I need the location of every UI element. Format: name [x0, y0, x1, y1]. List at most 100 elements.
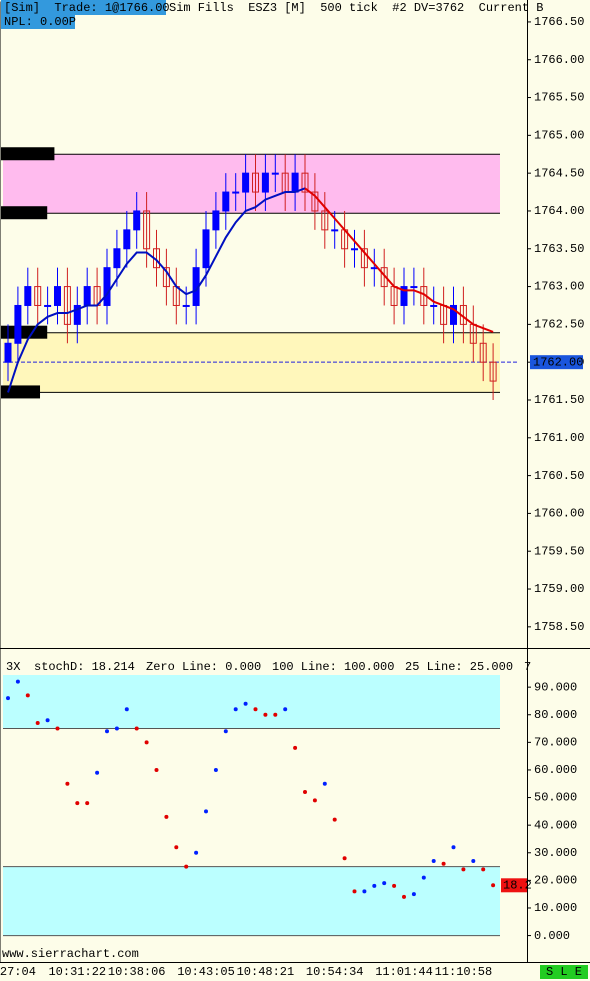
y-tick-label: 70.000: [534, 736, 577, 750]
candle-body: [360, 248, 368, 269]
candle-body: [222, 191, 230, 212]
y-tick-label: 1763.00: [534, 280, 584, 294]
stoch-dot: [95, 770, 100, 775]
y-tick-label: 1761.50: [534, 393, 584, 407]
stoch-dot: [204, 809, 208, 814]
header-info: Sim Fills ESZ3 [M] 500 tick #2 DV=3762 C…: [169, 1, 543, 15]
stoch-dot: [461, 867, 466, 872]
stoch-dot: [184, 864, 189, 869]
last-value-label: 18.2: [503, 878, 532, 892]
candle-body: [73, 304, 81, 325]
header-highlight: [1, 0, 166, 15]
candle-body: [479, 342, 487, 363]
stoch-dot: [124, 707, 129, 712]
level-label-bg: [1, 385, 41, 399]
candle-body: [331, 229, 339, 232]
stoch-dot: [194, 850, 199, 855]
x-tick-label: 10:38:06: [108, 965, 166, 979]
y-tick-label: 1762.50: [534, 318, 584, 332]
y-tick-label: 1766.00: [534, 53, 584, 67]
candle-body: [24, 286, 32, 306]
y-tick-label: 1760.00: [534, 507, 584, 521]
stoch-dot: [451, 845, 456, 850]
stoch-dot: [293, 745, 298, 750]
stoch-dot: [85, 801, 90, 806]
candle-body: [351, 248, 358, 251]
moving-average: [7, 187, 306, 393]
x-tick-label: 11:01:44: [375, 965, 433, 979]
candle-body: [14, 304, 22, 344]
y-tick-label: 0.000: [534, 929, 570, 943]
x-tick-label: 10:54:34: [306, 965, 364, 979]
stoch-dot: [402, 894, 406, 899]
candle-body: [4, 342, 12, 363]
status-box: [540, 965, 588, 979]
stoch-dot: [312, 798, 317, 803]
stoch-dot: [65, 781, 70, 786]
candle-body: [103, 267, 111, 306]
y-tick-label: 1760.50: [534, 469, 584, 483]
y-tick-label: 1764.50: [534, 166, 584, 180]
stoch-dot: [45, 718, 50, 723]
stoch-dot: [253, 707, 258, 712]
stoch-dot: [441, 861, 446, 866]
candle-body: [63, 286, 71, 325]
legend-entry: 3X: [6, 660, 20, 674]
x-tick-label: 11:10:58: [435, 965, 493, 979]
candle-body: [232, 191, 240, 194]
header-account: [Sim] Trade: 1@1766.00: [4, 1, 170, 15]
legend-entry: Zero Line: 0.000: [146, 660, 261, 674]
last-price-box: [530, 355, 583, 370]
candle-body: [54, 286, 61, 306]
y-tick-label: 20.000: [534, 874, 577, 888]
stoch-band: [3, 675, 500, 729]
level-label-bg: [1, 147, 55, 161]
y-tick-label: 1765.50: [534, 91, 584, 105]
y-tick-label: 30.000: [534, 846, 577, 860]
y-tick-label: 1763.50: [534, 242, 584, 256]
candle-body: [400, 286, 408, 306]
stoch-band: [3, 866, 500, 936]
stoch-dot: [114, 726, 119, 731]
level-label: 75.000: [2, 206, 45, 220]
candle-body: [143, 210, 151, 250]
stoch-dot: [6, 696, 10, 701]
candle-body: [242, 172, 250, 193]
y-tick-label: 80.000: [534, 708, 577, 722]
stoch-dot: [144, 740, 149, 745]
stoch-dot: [283, 707, 288, 712]
legend-entry: stochD: 18.214: [34, 660, 135, 674]
stoch-dot: [431, 859, 436, 864]
stoch-dot: [154, 767, 159, 772]
stoch-dot: [332, 817, 337, 822]
y-tick-label: 1759.00: [534, 582, 584, 596]
stoch-dot: [362, 889, 367, 894]
y-tick-label: 1761.00: [534, 431, 584, 445]
candle-body: [291, 172, 299, 193]
legend-entry: 100 Line: 100.000: [272, 660, 394, 674]
status-text: S L E: [546, 965, 582, 979]
candle-body: [450, 304, 457, 325]
stoch-dot: [233, 707, 238, 712]
candle-body: [410, 286, 418, 289]
stoch-dot: [273, 712, 278, 717]
y-tick-label: 1758.50: [534, 620, 584, 634]
stoch-dot: [174, 845, 179, 850]
stoch-dot: [481, 867, 486, 872]
stoch-dot: [134, 726, 139, 731]
candle-body: [430, 304, 438, 307]
y-tick-label: 1765.00: [534, 129, 584, 143]
stoch-dot: [471, 859, 476, 864]
candle-body: [380, 267, 388, 288]
candle-body: [321, 210, 329, 231]
y-tick-label: 1759.50: [534, 544, 584, 558]
y-tick-label: 50.000: [534, 791, 577, 805]
stoch-dot: [411, 892, 416, 897]
stoch-dot: [303, 790, 307, 795]
candle-body: [212, 210, 220, 231]
stoch-dot: [55, 726, 60, 731]
level-label: 100.000: [2, 147, 52, 161]
stoch-dot: [372, 883, 377, 888]
